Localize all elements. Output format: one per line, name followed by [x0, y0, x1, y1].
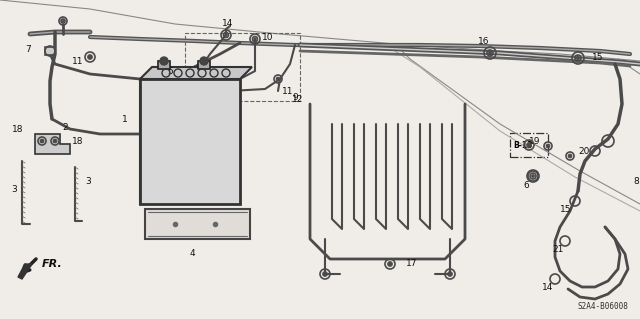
- Text: 15: 15: [560, 204, 572, 213]
- Text: 19: 19: [529, 137, 540, 145]
- Text: 11: 11: [72, 56, 84, 65]
- Circle shape: [276, 77, 280, 81]
- Text: S2A4-B06008: S2A4-B06008: [577, 302, 628, 311]
- Circle shape: [488, 51, 492, 55]
- Text: 14: 14: [222, 19, 234, 27]
- Circle shape: [253, 38, 256, 40]
- Bar: [45, 47, 55, 55]
- Text: 17: 17: [406, 259, 417, 269]
- Text: 6: 6: [523, 182, 529, 190]
- Text: 3: 3: [85, 176, 91, 186]
- Circle shape: [387, 262, 392, 266]
- Circle shape: [323, 271, 328, 277]
- Text: 11: 11: [282, 86, 294, 95]
- Circle shape: [225, 34, 227, 36]
- Bar: [158, 61, 170, 69]
- Text: 5: 5: [167, 66, 173, 76]
- Circle shape: [88, 55, 93, 60]
- Circle shape: [546, 144, 550, 148]
- Bar: [198, 61, 210, 69]
- Circle shape: [577, 56, 579, 60]
- Text: 16: 16: [478, 38, 490, 47]
- Text: 8: 8: [633, 176, 639, 186]
- Circle shape: [200, 57, 208, 65]
- Text: 18: 18: [12, 124, 24, 133]
- Bar: [145, 209, 250, 239]
- Text: FR.: FR.: [42, 259, 63, 269]
- Text: 14: 14: [542, 283, 554, 292]
- Text: 2: 2: [62, 122, 68, 131]
- Text: 1: 1: [122, 115, 128, 123]
- Polygon shape: [18, 264, 32, 279]
- Circle shape: [527, 143, 531, 147]
- Text: 3: 3: [11, 184, 17, 194]
- Circle shape: [40, 139, 44, 143]
- Text: 12: 12: [292, 94, 303, 103]
- Text: 4: 4: [189, 249, 195, 258]
- Text: 21: 21: [552, 244, 564, 254]
- Text: 18: 18: [72, 137, 83, 146]
- Text: 10: 10: [262, 33, 274, 42]
- Text: 20: 20: [578, 146, 589, 155]
- Text: 15: 15: [592, 53, 604, 62]
- Circle shape: [62, 20, 64, 22]
- Bar: [510, 133, 548, 157]
- Circle shape: [160, 57, 168, 65]
- Circle shape: [568, 154, 572, 158]
- Text: B-13: B-13: [513, 140, 532, 150]
- Text: 9: 9: [292, 93, 298, 101]
- Polygon shape: [35, 134, 70, 154]
- Polygon shape: [140, 67, 252, 79]
- Circle shape: [531, 174, 534, 177]
- Text: 7: 7: [25, 44, 31, 54]
- Bar: [185, 33, 300, 101]
- Circle shape: [447, 271, 452, 277]
- Circle shape: [53, 139, 57, 143]
- Bar: [140, 79, 240, 204]
